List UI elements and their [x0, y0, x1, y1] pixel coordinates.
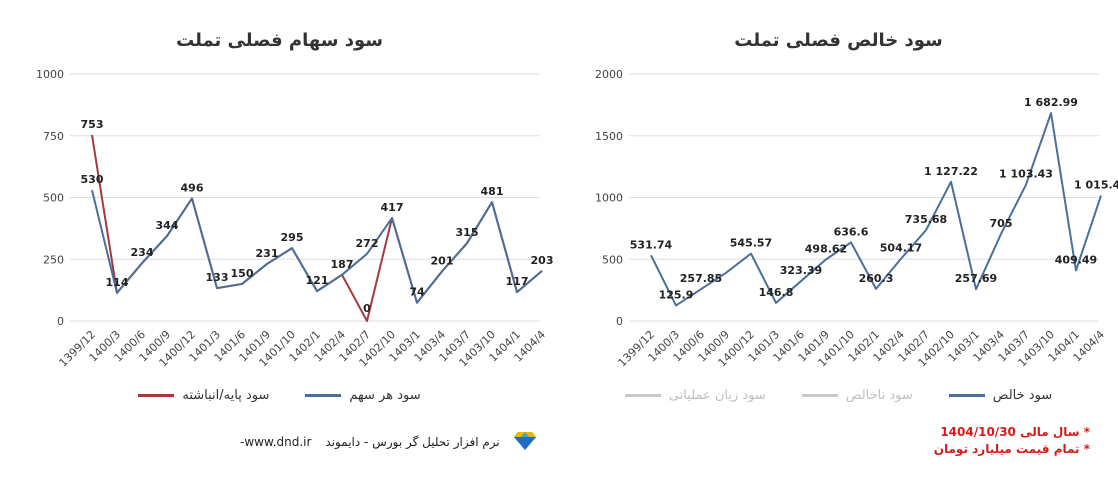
- y-tick-label: 2000: [595, 68, 623, 81]
- legend-label: سود هر سهم: [349, 388, 421, 403]
- note-fiscal-year: * سال مالی 1404/10/30: [940, 425, 1090, 439]
- y-tick-label: 0: [57, 315, 64, 328]
- data-label: 504.17: [880, 242, 922, 255]
- data-label: 409.49: [1055, 253, 1097, 266]
- data-label: 117: [506, 275, 529, 288]
- data-label: 753: [81, 118, 104, 131]
- series-line: [91, 189, 543, 304]
- data-label: 323.39: [780, 264, 822, 277]
- data-label: 260.3: [859, 272, 894, 285]
- data-label: 74: [409, 286, 425, 299]
- notes: * سال مالی 1404/10/30 * تمام قیمت میلیار…: [934, 424, 1090, 458]
- data-label: 735.68: [905, 213, 947, 226]
- legend-item-basic[interactable]: سود پایه/انباشته: [138, 388, 269, 403]
- footer-text: نرم افزار تحلیل گر بورس - دایموند: [325, 434, 500, 449]
- data-label: 257.85: [680, 272, 722, 285]
- y-tick-label: 1500: [595, 130, 623, 143]
- legend-item-eps[interactable]: سود هر سهم: [305, 388, 421, 403]
- data-label: 1 103.43: [999, 168, 1053, 181]
- legend-label: سود خالص: [992, 388, 1053, 403]
- legend-item-operating[interactable]: سود زیان عملیاتی: [624, 388, 766, 403]
- series-line: [650, 112, 1102, 307]
- legend-swatch-muted: [624, 394, 661, 397]
- data-label: 133: [206, 271, 229, 284]
- data-label: 121: [306, 274, 329, 287]
- data-label: 0: [363, 302, 371, 315]
- footer: نرم افزار تحلیل گر بورس - دایموند www.dn…: [240, 430, 536, 453]
- legend-label: سود ناخالص: [845, 388, 913, 403]
- chart-title: سود خالص فصلی تملت: [734, 30, 943, 51]
- data-label: 231: [256, 247, 279, 260]
- y-tick-label: 0: [616, 315, 623, 328]
- data-label: 150: [231, 267, 254, 280]
- data-label: 295: [281, 231, 304, 244]
- legend-swatch-blue: [305, 394, 342, 397]
- footer-url[interactable]: www.dnd.ir-: [240, 434, 312, 449]
- data-label: 344: [156, 219, 179, 232]
- data-label: 1 015.49: [1074, 179, 1118, 192]
- data-label: 1 682.99: [1024, 96, 1078, 109]
- legend-swatch-blue: [948, 394, 985, 397]
- data-label: 257.69: [955, 272, 997, 285]
- data-label: 496: [181, 181, 204, 194]
- y-tick-label: 500: [602, 253, 623, 266]
- y-tick-label: 250: [43, 253, 64, 266]
- data-label: 1 127.22: [924, 165, 978, 178]
- data-label: 187: [331, 258, 354, 271]
- legend-item-gross-profit[interactable]: سود ناخالص: [801, 388, 913, 403]
- data-label: 234: [131, 246, 154, 259]
- data-label: 272: [356, 237, 379, 250]
- data-label: 201: [431, 254, 454, 267]
- data-label: 315: [456, 226, 479, 239]
- legend-label: سود پایه/انباشته: [182, 388, 270, 403]
- y-tick-label: 500: [43, 192, 64, 205]
- legend-swatch-red: [138, 394, 175, 397]
- data-label: 114: [106, 276, 129, 289]
- data-label: 545.57: [730, 237, 772, 250]
- chart-title: سود سهام فصلی تملت: [176, 30, 383, 51]
- net-profit-chart-panel: سود خالص فصلی تملت 0 500 1000 1500 2000 1399/…: [559, 0, 1118, 486]
- legend-item-net-profit[interactable]: سود خالص: [948, 388, 1053, 403]
- legend-swatch-muted: [801, 394, 838, 397]
- legend-label: سود زیان عملیاتی: [668, 388, 766, 403]
- eps-chart: 025050075010001399/121400/31400/61400/91…: [36, 68, 554, 369]
- data-label: 125.9: [659, 288, 694, 301]
- diamond-icon: [513, 430, 536, 453]
- legend: سود خالص سود ناخالص سود زیان عملیاتی: [559, 388, 1118, 403]
- y-tick-label: 1000: [36, 68, 64, 81]
- note-units: * تمام قیمت میلیارد تومان: [933, 442, 1090, 456]
- net-profit-chart: 05001000150020001399/121400/31400/61400/…: [595, 68, 1118, 369]
- data-label: 498.62: [805, 242, 847, 255]
- data-label: 530: [81, 173, 104, 186]
- data-label: 636.6: [834, 225, 869, 238]
- data-label: 531.74: [630, 238, 673, 251]
- legend: سود هر سهم سود پایه/انباشته: [0, 388, 559, 403]
- data-label: 481: [481, 185, 504, 198]
- data-label: 146.8: [759, 286, 794, 299]
- data-label: 203: [531, 254, 554, 267]
- data-label: 705: [990, 217, 1013, 230]
- y-tick-label: 750: [43, 130, 64, 143]
- data-label: 417: [381, 201, 404, 214]
- y-tick-label: 1000: [595, 192, 623, 205]
- eps-chart-panel: سود سهام فصلی تملت 0 250 500 750 1000 1399/12…: [0, 30, 559, 403]
